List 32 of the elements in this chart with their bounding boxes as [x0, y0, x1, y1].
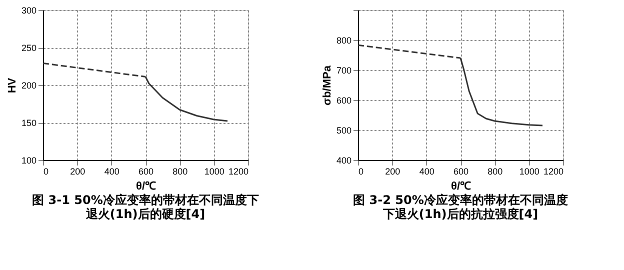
y-tick-label: 300 — [21, 6, 36, 16]
text: 退火(1h)后的硬度[4] — [86, 207, 206, 221]
x-tick-label: 1000 — [519, 166, 540, 176]
y-axis-title: σb/MPa — [321, 64, 334, 106]
x-tick-label: 800 — [172, 166, 188, 176]
y-tick-label: 100 — [21, 156, 36, 166]
x-axis-title: θ/℃ — [136, 180, 156, 192]
x-tick-label: 1200 — [228, 166, 248, 176]
y-axis-title: HV — [6, 77, 18, 94]
y-tick-label: 150 — [21, 118, 36, 128]
x-tick-label: 600 — [138, 166, 154, 176]
y-tick-label: 600 — [336, 96, 352, 106]
y-tick-label: 250 — [21, 43, 36, 53]
x-axis-title: θ/℃ — [450, 180, 472, 192]
x-tick-label: 200 — [70, 166, 86, 176]
x-tick-label: 800 — [488, 166, 503, 176]
y-tick-label: 200 — [21, 80, 36, 90]
y-tick-label: 800 — [336, 36, 352, 46]
x-tick-label: 0 — [358, 166, 364, 176]
text: 图 3-1 50%冷应变率的带材在不同温度下 — [32, 193, 259, 207]
text: 图 3-2 50%冷应变率的带材在不同温度 — [353, 193, 568, 207]
x-tick-label: 1000 — [204, 166, 224, 176]
x-tick-label: 400 — [419, 166, 434, 176]
x-tick-label: 200 — [385, 166, 400, 176]
text: 下退火(1h)后的抗拉强度[4] — [382, 207, 538, 221]
x-tick-label: 400 — [104, 166, 120, 176]
x-tick-label: 600 — [453, 166, 469, 176]
y-tick-label: 400 — [336, 156, 352, 166]
y-tick-label: 500 — [336, 126, 352, 136]
x-tick-label: 0 — [44, 166, 49, 176]
y-tick-label: 700 — [336, 66, 352, 76]
x-tick-label: 1200 — [543, 166, 564, 176]
